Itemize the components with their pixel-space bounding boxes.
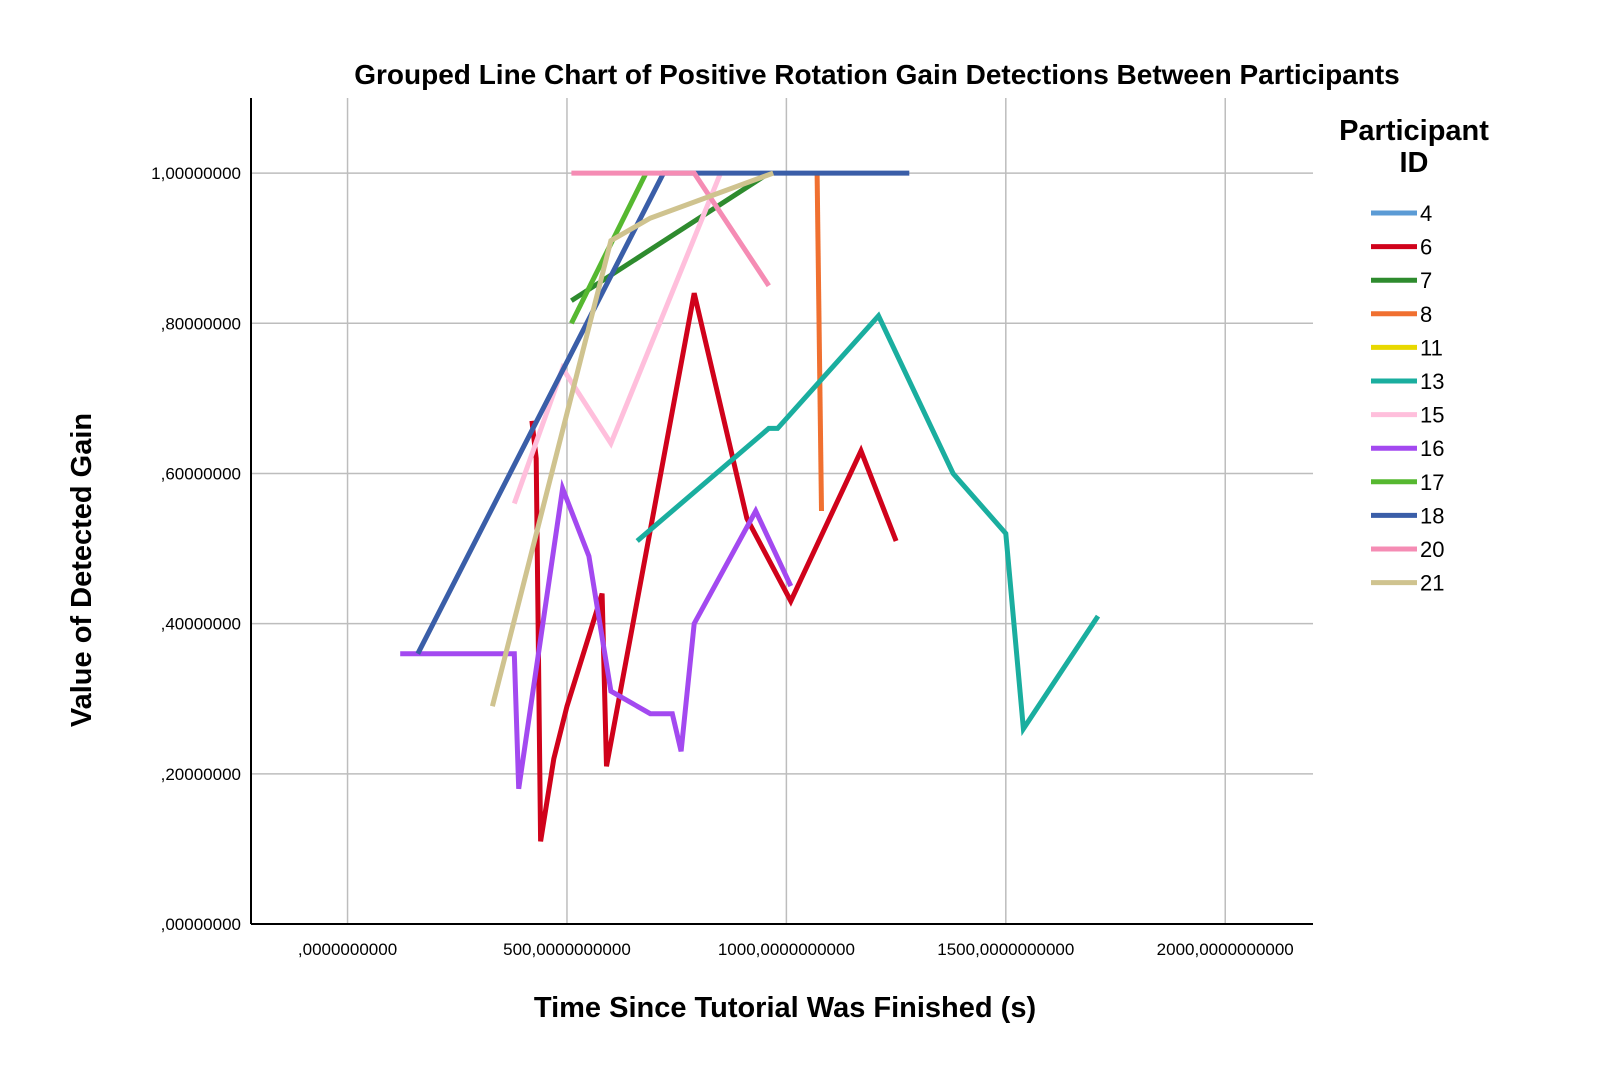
chart-title: Grouped Line Chart of Positive Rotation … bbox=[354, 59, 1400, 90]
series-line-15 bbox=[511, 172, 723, 505]
legend-label-11: 11 bbox=[1420, 335, 1443, 360]
tick-labels: ,00000000 ,20000000 ,40000000 ,60000000 ,800… bbox=[151, 164, 1294, 959]
legend-label-13: 13 bbox=[1420, 369, 1444, 394]
legend-label-20: 20 bbox=[1420, 537, 1444, 562]
legend-label-4: 4 bbox=[1420, 201, 1432, 226]
series-line-18 bbox=[415, 170, 910, 655]
legend-label-8: 8 bbox=[1420, 302, 1432, 327]
legend-label-6: 6 bbox=[1420, 235, 1432, 260]
x-tick-label: 500,0000000000 bbox=[503, 940, 631, 959]
legend-label-7: 7 bbox=[1420, 268, 1432, 293]
x-tick-label: 2000,0000000000 bbox=[1157, 940, 1294, 959]
legend-label-21: 21 bbox=[1420, 571, 1444, 596]
x-axis-title: Time Since Tutorial Was Finished (s) bbox=[534, 992, 1036, 1024]
y-tick-label: 1,00000000 bbox=[151, 164, 241, 183]
x-tick-label: 1500,0000000000 bbox=[937, 940, 1074, 959]
legend: Participant ID 4 6 7 8 11 13 15 16 17 18 20 21 bbox=[1339, 115, 1489, 596]
series-line-6 bbox=[529, 292, 899, 842]
y-tick-label: ,60000000 bbox=[161, 464, 241, 483]
series-line-20 bbox=[571, 170, 771, 288]
series-line-8 bbox=[814, 173, 824, 512]
legend-label-16: 16 bbox=[1420, 436, 1444, 461]
grid-lines bbox=[251, 98, 1313, 924]
legend-title-line-1: Participant bbox=[1339, 115, 1489, 147]
series-line-16 bbox=[400, 478, 794, 790]
legend-label-18: 18 bbox=[1420, 503, 1444, 528]
legend-label-17: 17 bbox=[1420, 470, 1444, 495]
legend-title-line-2: ID bbox=[1400, 147, 1429, 179]
y-tick-label: ,20000000 bbox=[161, 765, 241, 784]
legend-label-15: 15 bbox=[1420, 403, 1444, 428]
y-tick-label: ,00000000 bbox=[161, 915, 241, 934]
series-line-7 bbox=[570, 171, 771, 303]
y-tick-label: ,40000000 bbox=[161, 615, 241, 634]
x-tick-label: ,0000000000 bbox=[298, 940, 397, 959]
y-tick-label: ,80000000 bbox=[161, 314, 241, 333]
series-lines bbox=[400, 170, 1101, 842]
axes bbox=[250, 98, 1313, 925]
series-line-21 bbox=[489, 170, 775, 707]
legend-items: 4 6 7 8 11 13 15 16 17 18 20 21 bbox=[1371, 201, 1444, 596]
y-axis-title: Value of Detected Gain bbox=[66, 413, 98, 727]
series-line-13 bbox=[635, 311, 1101, 737]
x-tick-label: 1000,0000000000 bbox=[718, 940, 855, 959]
